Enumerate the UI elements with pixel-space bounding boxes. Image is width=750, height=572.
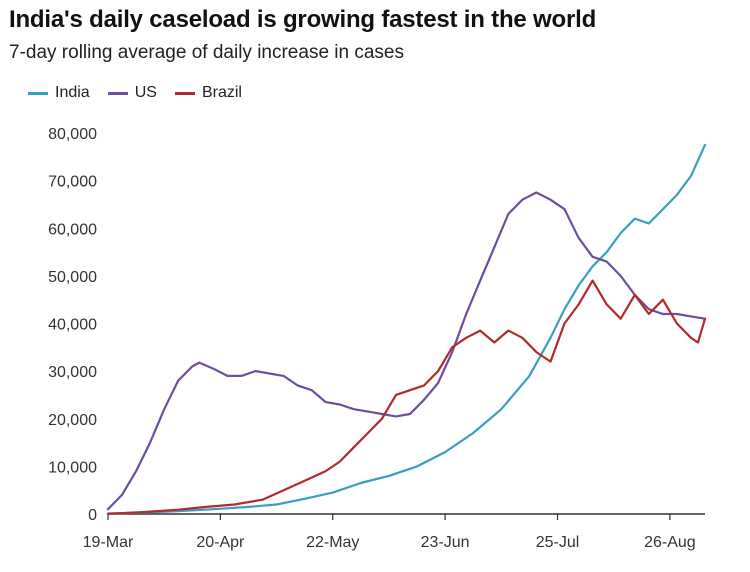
y-tick-label: 60,000 xyxy=(48,221,97,238)
legend-label-brazil: Brazil xyxy=(201,84,242,101)
series-line-india xyxy=(106,143,707,515)
y-tick-label: 70,000 xyxy=(48,174,97,191)
x-tick-label: 20-Apr xyxy=(196,534,245,551)
y-tick-label: 50,000 xyxy=(48,269,97,286)
x-tick-label: 22-May xyxy=(306,534,359,551)
y-tick-label: 20,000 xyxy=(48,412,97,429)
x-tick-label: 19-Mar xyxy=(83,534,134,551)
legend-item-brazil: Brazil xyxy=(174,84,242,102)
y-tick-label: 80,000 xyxy=(48,126,97,143)
x-tick-label: 23-Jun xyxy=(421,534,470,551)
x-tick-label: 25-Jul xyxy=(536,534,580,551)
y-tick-label: 10,000 xyxy=(48,459,97,476)
chart-subtitle: 7-day rolling average of daily increase … xyxy=(9,42,404,63)
y-axis: 0 10,000 20,000 30,000 40,000 50,000 60,000 70,… xyxy=(48,126,97,524)
y-tick-label: 40,000 xyxy=(48,317,97,334)
chart-legend: India US Brazil xyxy=(28,84,260,102)
series-line-brazil xyxy=(106,279,707,515)
chart-title: India's daily caseload is growing fastes… xyxy=(9,6,597,33)
x-axis: 19-Mar 20-Apr 22-May 23-Jun 25-Jul 26-Aug xyxy=(83,513,705,551)
series-line-us xyxy=(106,191,707,511)
legend-swatch-india xyxy=(28,91,48,95)
legend-swatch-us xyxy=(107,91,128,95)
legend-swatch-brazil xyxy=(174,91,195,95)
x-tick-label: 26-Aug xyxy=(644,534,696,551)
legend-label-us: US xyxy=(134,84,157,101)
legend-item-india: India xyxy=(28,84,90,102)
legend-item-us: US xyxy=(107,84,157,102)
series-lines xyxy=(106,143,707,515)
legend-label-india: India xyxy=(55,84,90,101)
y-tick-label: 30,000 xyxy=(48,364,97,381)
y-tick-label: 0 xyxy=(88,507,97,524)
